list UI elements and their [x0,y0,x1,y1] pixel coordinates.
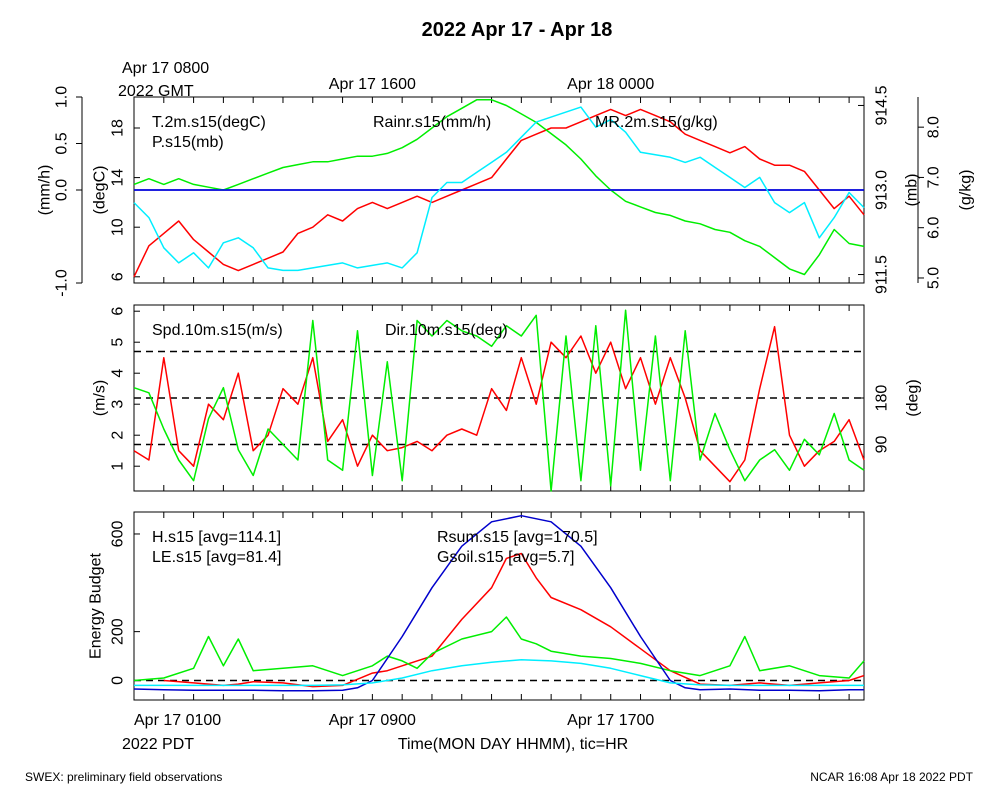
y-tick-label: 6.0 [926,216,943,238]
footer-right-note: NCAR 16:08 Apr 18 2022 PDT [810,770,973,784]
bottom-axis-start-date: 2022 PDT [122,736,194,753]
series-label: MR.2m.s15(g/kg) [595,114,718,131]
axis-met-left-inner: 6 10 14 18 (degC) [92,119,140,281]
y-tick-label: 0.5 [54,132,71,154]
series-label: Dir.10m.s15(deg) [385,322,508,339]
y-tick-label: 4 [110,369,127,378]
y-axis-label: (g/kg) [958,170,975,211]
y-tick-label: 5 [110,338,127,347]
y-tick-label: 5.0 [926,267,943,289]
bottom-axis-tick-label: Apr 17 0900 [329,712,416,729]
series-line [133,309,865,492]
y-tick-label: 6 [110,307,127,316]
y-tick-label: 2 [110,431,127,440]
footer-left-note: SWEX: preliminary field observations [25,770,222,784]
panel-met: -1.0 0.0 0.5 1.0 (mm/h) 6 10 14 18 (degC) 911.5 913… [37,85,975,296]
y-axis-label: (mm/h) [37,165,54,216]
series-label: Spd.10m.s15(m/s) [152,322,283,339]
y-tick-label: 914.5 [874,85,891,125]
y-tick-label: 8.0 [926,116,943,138]
top-axis-tick-label: Apr 17 1600 [329,76,416,93]
y-tick-label: 18 [110,119,127,137]
axis-wind-right: 90 180 (deg) [858,379,922,453]
series-line [133,108,865,278]
series-label: H.s15 [avg=114.1] [152,529,281,546]
series-label: T.2m.s15(degC) [152,114,266,131]
series-line [133,99,865,276]
plot-panels: -1.00.00.51.0(mm/h)6101418(degC)911.5913… [37,85,975,701]
series-label: Gsoil.s15 [avg=5.7] [437,549,574,566]
y-tick-label: 0 [110,676,127,685]
axis-wind-left: 1 2 3 4 5 6 (m/s) [92,307,140,471]
y-axis-label: Energy Budget [88,553,105,659]
top-axis-tick-labels: Apr 17 1600 Apr 18 0000 [329,76,655,93]
x-axis-title: Time(MON DAY HHMM), tic=HR [398,736,628,753]
top-axis-gmt-start-line1: Apr 17 0800 [122,60,209,77]
y-tick-label: 1 [110,462,127,471]
axis-met-right-inner: 911.5 913.0 914.5 (mb) [858,85,921,294]
y-tick-label: 0.0 [54,179,71,201]
plot-frame [133,511,865,701]
series-label: P.s15(mb) [152,134,224,151]
y-tick-label: 6 [110,272,127,281]
series-line [133,616,865,682]
axis-met-left-outer: -1.0 0.0 0.5 1.0 (mm/h) [37,86,83,297]
y-tick-label: 911.5 [874,255,891,294]
series-line [133,106,865,272]
axis-energy-left: 0 200 600 Energy Budget [88,521,140,685]
y-tick-label: -1.0 [54,269,71,297]
bottom-axis-tick-labels: Apr 17 0100 Apr 17 0900 Apr 17 1700 [134,712,654,729]
series-line [163,552,865,688]
panel-wind: 1 2 3 4 5 6 (m/s) 90 180 (deg) Spd.10m.s15(m/s) Dir… [92,304,922,492]
series-label: Rsum.s15 [avg=170.5] [437,529,598,546]
y-axis-label: (degC) [92,166,109,215]
series-line [134,658,864,687]
chart-title: 2022 Apr 17 - Apr 18 [422,19,613,41]
y-tick-label: 180 [874,385,891,412]
y-axis-label: (mb) [904,174,921,207]
series-label: Rainr.s15(mm/h) [373,114,491,131]
y-tick-label: 1.0 [54,86,71,108]
y-tick-label: 600 [110,521,127,548]
series-label: LE.s15 [avg=81.4] [152,549,281,566]
series-line [133,514,864,692]
y-tick-label: 3 [110,400,127,409]
y-tick-label: 913.0 [874,170,891,210]
bottom-axis-tick-label: Apr 17 0100 [134,712,221,729]
y-tick-label: 10 [110,218,127,236]
y-axis-label: (m/s) [92,380,109,416]
y-tick-label: 14 [110,169,127,187]
panel-energy: 0 200 600 Energy Budget H.s15 [avg=114.1] LE.… [88,511,865,701]
bottom-axis-tick-label: Apr 17 1700 [567,712,654,729]
top-axis-gmt-start-line2: 2022 GMT [118,83,194,100]
y-tick-label: 90 [874,436,891,454]
y-tick-label: 200 [110,618,127,645]
top-axis-tick-label: Apr 18 0000 [567,76,654,93]
y-tick-label: 7.0 [926,166,943,188]
y-axis-label: (deg) [905,379,922,416]
axis-met-right-outer: 5.0 6.0 7.0 8.0 (g/kg) [917,97,975,289]
series-line [133,325,865,483]
